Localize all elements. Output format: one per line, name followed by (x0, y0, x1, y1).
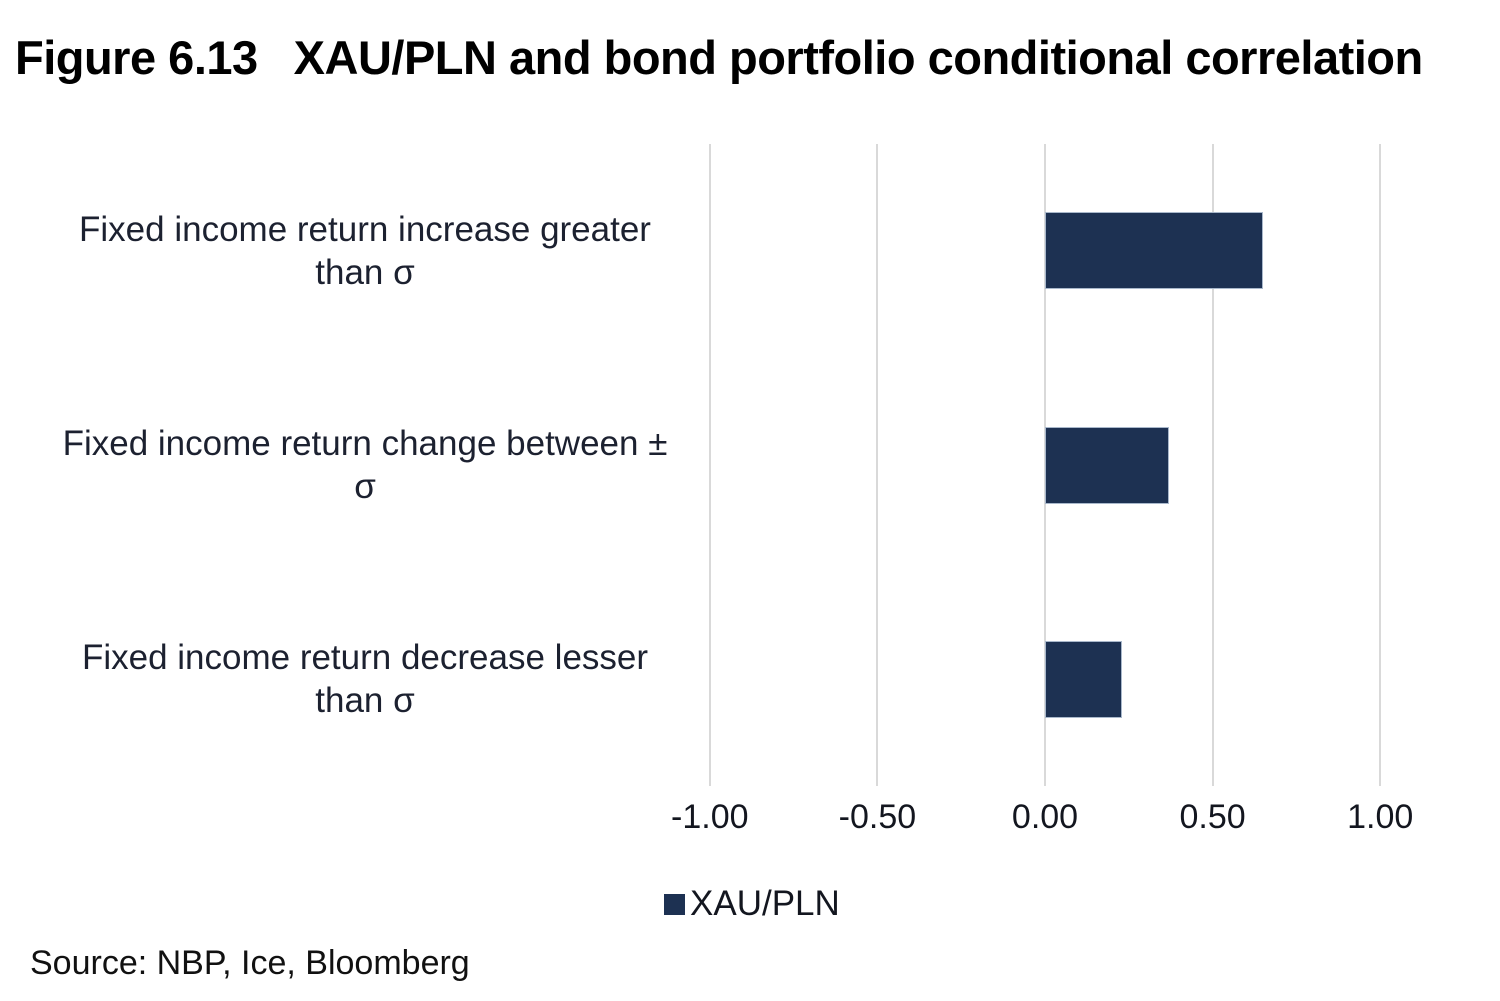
x-tick-label: -1.00 (671, 798, 749, 836)
figure-title-text: XAU/PLN and bond portfolio conditional c… (293, 31, 1424, 84)
category-label: Fixed income return change between ± σ (62, 424, 668, 506)
x-axis-tick-labels: -1.00 -0.50 0.00 0.50 1.00 (626, 798, 1464, 843)
plot-area (626, 144, 1464, 786)
category-axis: Fixed income return increase greater than… (40, 144, 690, 786)
gridline (1211, 144, 1214, 786)
figure-number: Figure 6.13 (15, 31, 258, 84)
source-note: Source: NBP, Ice, Bloomberg (30, 944, 470, 982)
legend-swatch (664, 893, 685, 915)
x-tick-label: 0.50 (1179, 798, 1246, 836)
bar-xau-pln-2 (1045, 640, 1123, 718)
category-label: Fixed income return decrease lesser than … (81, 638, 649, 720)
legend-label: XAU/PLN (690, 884, 840, 923)
bar-xau-pln-0 (1045, 212, 1263, 290)
bar-xau-pln-1 (1045, 426, 1170, 504)
x-tick-label: -0.50 (838, 798, 917, 836)
category-label: Fixed income return increase greater than… (79, 210, 651, 292)
gridline (1379, 144, 1382, 786)
gridline (876, 144, 879, 786)
figure-title: Figure 6.13 XAU/PLN and bond portfolio co… (15, 30, 1423, 85)
x-tick-label: 1.00 (1347, 798, 1414, 836)
legend: XAU/PLN (664, 884, 840, 924)
x-tick-label: 0.00 (1011, 798, 1079, 836)
gridline (708, 144, 711, 786)
